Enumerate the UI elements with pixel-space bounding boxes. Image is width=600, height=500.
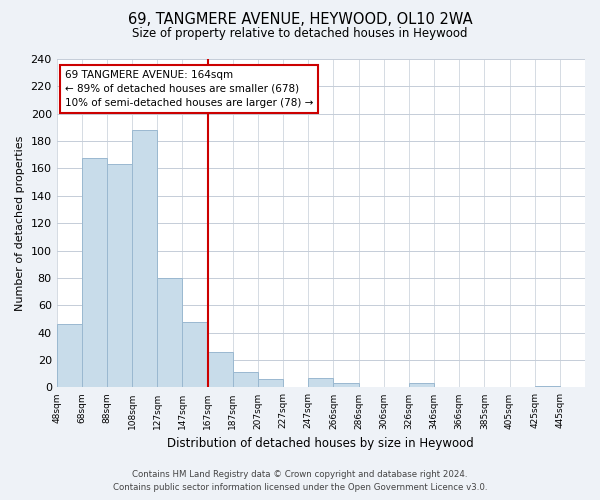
Bar (107, 164, 132, 388)
Bar (82, 158, 107, 388)
Bar (535, 386, 560, 388)
Text: 69 TANGMERE AVENUE: 164sqm
← 89% of detached houses are smaller (678)
10% of sem: 69 TANGMERE AVENUE: 164sqm ← 89% of deta… (65, 70, 313, 108)
Y-axis label: Number of detached properties: Number of detached properties (15, 136, 25, 311)
Bar (208, 352, 233, 388)
Bar (258, 379, 283, 388)
Bar (233, 372, 258, 388)
Bar (56, 324, 82, 388)
Bar (409, 384, 434, 388)
Bar (132, 130, 157, 388)
Bar (182, 322, 208, 388)
Bar (334, 384, 359, 388)
Bar (157, 278, 182, 388)
Text: Contains HM Land Registry data © Crown copyright and database right 2024.
Contai: Contains HM Land Registry data © Crown c… (113, 470, 487, 492)
Text: Size of property relative to detached houses in Heywood: Size of property relative to detached ho… (132, 28, 468, 40)
Bar (308, 378, 334, 388)
X-axis label: Distribution of detached houses by size in Heywood: Distribution of detached houses by size … (167, 437, 474, 450)
Text: 69, TANGMERE AVENUE, HEYWOOD, OL10 2WA: 69, TANGMERE AVENUE, HEYWOOD, OL10 2WA (128, 12, 472, 28)
